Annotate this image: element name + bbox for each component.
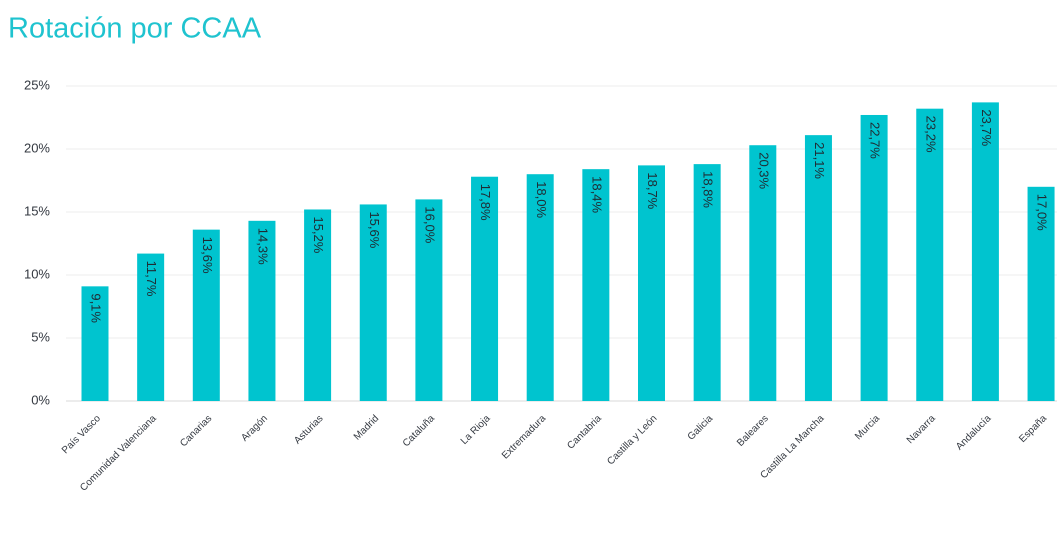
- x-tick-label: Murcia: [853, 413, 882, 442]
- bar: [749, 145, 777, 401]
- bar: [638, 165, 665, 401]
- bar: [471, 176, 499, 401]
- data-label: 15,6%: [367, 211, 382, 248]
- data-label: 23,7%: [979, 109, 994, 146]
- x-tick-label: Madrid: [352, 413, 381, 442]
- data-label: 22,7%: [868, 122, 883, 159]
- bar: [415, 199, 443, 401]
- bar: [359, 204, 387, 401]
- bar: [693, 164, 721, 401]
- bar: [192, 229, 220, 401]
- data-label: 18,7%: [645, 172, 660, 209]
- y-tick-label: 5%: [31, 329, 50, 344]
- data-label: 20,3%: [756, 152, 771, 189]
- x-tick-label: Castilla y León: [605, 413, 659, 467]
- bar: [81, 286, 109, 401]
- data-label: 17,0%: [1035, 194, 1050, 231]
- bar: [860, 114, 888, 401]
- y-tick-label: 20%: [24, 140, 50, 155]
- data-label: 15,2%: [311, 216, 326, 253]
- bar: [1027, 186, 1055, 401]
- y-tick-label: 25%: [24, 77, 50, 92]
- x-tick-label: Navarra: [905, 413, 938, 446]
- bar: [526, 174, 554, 401]
- data-label: 18,0%: [534, 181, 549, 218]
- data-label: 14,3%: [256, 228, 271, 265]
- bar: [971, 102, 999, 401]
- data-label: 21,1%: [812, 142, 827, 179]
- x-tick-label: Asturias: [292, 413, 325, 446]
- x-tick-label: Andalucía: [954, 413, 994, 453]
- x-tick-label: Aragón: [239, 413, 270, 444]
- x-tick-label: Cantabria: [565, 413, 604, 452]
- y-tick-label: 10%: [24, 266, 50, 281]
- bar: [804, 135, 832, 401]
- x-tick-label: Cataluña: [401, 413, 437, 449]
- data-label: 18,8%: [701, 171, 716, 208]
- x-tick-label: Galicia: [686, 413, 716, 443]
- chart-title: Rotación por CCAA: [8, 13, 262, 45]
- bar: [916, 108, 944, 402]
- data-label: 23,2%: [923, 116, 938, 153]
- x-tick-label: La Rioja: [459, 413, 493, 447]
- data-label: 9,1%: [89, 293, 104, 323]
- x-tick-label: Castilla La Mancha: [759, 413, 827, 481]
- x-tick-label: España: [1017, 413, 1049, 445]
- data-label: 13,6%: [200, 237, 215, 274]
- x-tick-label: Extremadura: [500, 413, 549, 462]
- y-tick-label: 0%: [31, 392, 50, 407]
- bar: [248, 220, 276, 401]
- data-label: 11,7%: [144, 261, 159, 297]
- bar: [582, 169, 610, 401]
- bar: [304, 209, 332, 401]
- x-tick-label: Baleares: [735, 413, 771, 449]
- data-label: 18,4%: [589, 176, 604, 213]
- bar: [137, 253, 165, 401]
- x-tick-label: País Vasco: [60, 413, 103, 456]
- data-label: 17,8%: [478, 184, 493, 221]
- y-tick-label: 15%: [24, 203, 50, 218]
- x-tick-label: Canarias: [178, 413, 214, 449]
- data-label: 16,0%: [422, 206, 437, 243]
